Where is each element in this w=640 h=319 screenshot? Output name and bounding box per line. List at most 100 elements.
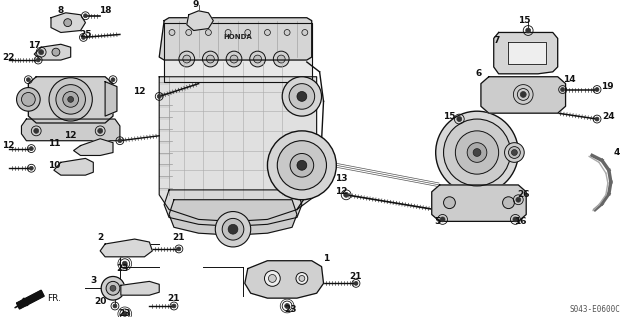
Polygon shape xyxy=(74,139,113,155)
Circle shape xyxy=(172,304,176,308)
Circle shape xyxy=(83,14,88,18)
Circle shape xyxy=(92,145,99,152)
Text: 21: 21 xyxy=(168,293,180,303)
Circle shape xyxy=(110,285,116,291)
Circle shape xyxy=(215,211,251,247)
Circle shape xyxy=(98,129,102,133)
Text: 23: 23 xyxy=(116,264,129,273)
Polygon shape xyxy=(15,298,28,308)
Polygon shape xyxy=(187,11,213,31)
Circle shape xyxy=(122,311,127,316)
Circle shape xyxy=(250,51,266,67)
Circle shape xyxy=(29,147,33,151)
Circle shape xyxy=(207,55,214,63)
Text: 15: 15 xyxy=(444,112,456,121)
Text: 24: 24 xyxy=(602,112,615,121)
Circle shape xyxy=(509,147,520,159)
Circle shape xyxy=(22,93,35,106)
Circle shape xyxy=(504,143,524,162)
Polygon shape xyxy=(493,33,557,74)
Circle shape xyxy=(285,303,289,308)
Polygon shape xyxy=(28,77,113,123)
Circle shape xyxy=(101,277,125,300)
Text: 22: 22 xyxy=(3,53,15,62)
Text: 16: 16 xyxy=(514,217,527,226)
Circle shape xyxy=(177,247,181,251)
Circle shape xyxy=(444,197,455,209)
Text: 26: 26 xyxy=(517,190,529,199)
Circle shape xyxy=(179,51,195,67)
Polygon shape xyxy=(100,239,152,257)
Circle shape xyxy=(226,51,242,67)
Circle shape xyxy=(561,88,564,92)
Polygon shape xyxy=(432,185,526,221)
Text: 14: 14 xyxy=(563,75,576,84)
Circle shape xyxy=(141,245,148,253)
Text: 13: 13 xyxy=(335,174,348,182)
Circle shape xyxy=(194,16,204,26)
Polygon shape xyxy=(22,119,120,141)
Text: 9: 9 xyxy=(193,0,199,10)
Text: 21: 21 xyxy=(349,272,362,281)
Polygon shape xyxy=(509,42,546,64)
Circle shape xyxy=(516,197,521,202)
Text: 25: 25 xyxy=(79,30,92,39)
Circle shape xyxy=(302,30,308,35)
Circle shape xyxy=(595,117,599,121)
Circle shape xyxy=(68,96,74,102)
Text: 20: 20 xyxy=(94,297,106,306)
Circle shape xyxy=(520,92,526,97)
Text: 12: 12 xyxy=(335,187,348,197)
Text: 10: 10 xyxy=(48,161,60,170)
Circle shape xyxy=(63,92,79,107)
Polygon shape xyxy=(164,190,302,226)
Polygon shape xyxy=(164,23,312,82)
Circle shape xyxy=(253,55,262,63)
Circle shape xyxy=(205,30,211,35)
Circle shape xyxy=(34,129,38,133)
Text: 6: 6 xyxy=(476,69,482,78)
Text: 1: 1 xyxy=(323,254,330,263)
Text: 18: 18 xyxy=(99,6,111,15)
Circle shape xyxy=(122,261,127,266)
Circle shape xyxy=(297,92,307,101)
Circle shape xyxy=(56,85,85,114)
Circle shape xyxy=(169,30,175,35)
Circle shape xyxy=(344,192,349,197)
Circle shape xyxy=(222,219,244,240)
Text: HONDA: HONDA xyxy=(223,34,252,41)
Circle shape xyxy=(444,119,511,186)
Circle shape xyxy=(186,30,192,35)
Circle shape xyxy=(72,164,79,172)
Circle shape xyxy=(49,78,92,121)
Polygon shape xyxy=(54,159,93,175)
Circle shape xyxy=(282,77,321,116)
Circle shape xyxy=(26,78,30,82)
Text: 23: 23 xyxy=(284,305,296,315)
Circle shape xyxy=(457,117,461,122)
Circle shape xyxy=(111,78,115,82)
Circle shape xyxy=(64,19,72,26)
Polygon shape xyxy=(17,290,44,309)
Circle shape xyxy=(473,149,481,156)
Circle shape xyxy=(277,141,326,190)
Circle shape xyxy=(354,281,358,285)
Circle shape xyxy=(183,55,191,63)
Circle shape xyxy=(273,51,289,67)
Circle shape xyxy=(595,88,599,92)
Text: 12: 12 xyxy=(133,87,146,96)
Circle shape xyxy=(81,35,85,39)
Circle shape xyxy=(52,48,60,56)
Text: 15: 15 xyxy=(518,16,531,25)
Circle shape xyxy=(17,88,40,111)
Polygon shape xyxy=(35,44,70,60)
Polygon shape xyxy=(121,281,159,295)
Circle shape xyxy=(225,30,231,35)
Polygon shape xyxy=(481,77,566,113)
Circle shape xyxy=(228,224,238,234)
Circle shape xyxy=(245,30,251,35)
Circle shape xyxy=(119,245,127,253)
Circle shape xyxy=(268,275,276,282)
Polygon shape xyxy=(159,18,312,60)
Circle shape xyxy=(264,30,270,35)
